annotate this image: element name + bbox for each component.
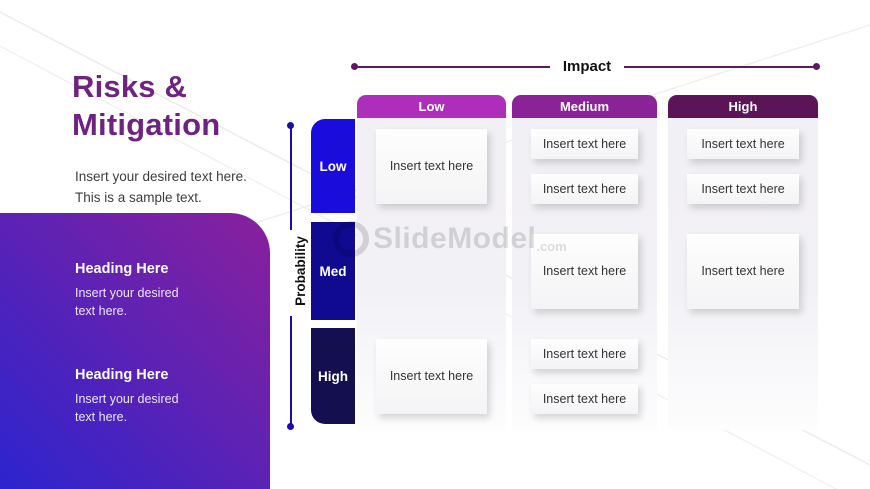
page-title-line1: Risks & bbox=[72, 69, 188, 104]
impact-axis-label: Impact bbox=[562, 58, 612, 75]
impact-axis-line-right bbox=[624, 66, 817, 68]
cell-placeholder-box[interactable]: Insert text here bbox=[376, 338, 487, 414]
cell-placeholder-box[interactable]: Insert text here bbox=[531, 233, 638, 309]
card-block-2[interactable]: Heading Here Insert your desired text he… bbox=[75, 367, 235, 426]
probability-row-label-high: High bbox=[311, 328, 355, 424]
card-block-1[interactable]: Heading Here Insert your desired text he… bbox=[75, 261, 235, 320]
impact-axis-dot-left bbox=[351, 63, 358, 70]
impact-column-header-high: High bbox=[668, 95, 818, 118]
page-title: Risks & Mitigation bbox=[72, 68, 220, 144]
impact-column-header-low: Low bbox=[357, 95, 506, 118]
impact-axis-dot-right bbox=[813, 63, 820, 70]
cell-placeholder-box[interactable]: Insert text here bbox=[531, 128, 638, 159]
probability-row-label-med: Med bbox=[311, 222, 355, 320]
probability-axis-line-bottom bbox=[290, 316, 292, 427]
cell-placeholder-box[interactable]: Insert text here bbox=[687, 233, 799, 309]
card-body-line2: text here. bbox=[75, 410, 128, 424]
subtitle-line1: Insert your desired text here. bbox=[75, 169, 247, 184]
page-title-line2: Mitigation bbox=[72, 107, 221, 142]
card-body-text[interactable]: Insert your desired text here. bbox=[75, 390, 235, 426]
probability-axis-label: Probability bbox=[293, 236, 308, 306]
cell-placeholder-box[interactable]: Insert text here bbox=[531, 338, 638, 369]
card-heading[interactable]: Heading Here bbox=[75, 261, 169, 277]
impact-axis-line-left bbox=[355, 66, 550, 68]
subtitle-line2: This is a sample text. bbox=[75, 190, 202, 205]
cell-placeholder-box[interactable]: Insert text here bbox=[376, 128, 487, 204]
cell-placeholder-box[interactable]: Insert text here bbox=[687, 173, 799, 204]
card-body-line1: Insert your desired bbox=[75, 286, 179, 300]
cell-placeholder-box[interactable]: Insert text here bbox=[531, 383, 638, 414]
probability-axis-dot-bottom bbox=[287, 423, 294, 430]
card-body-line2: text here. bbox=[75, 304, 128, 318]
card-body-text[interactable]: Insert your desired text here. bbox=[75, 284, 235, 320]
subtitle-placeholder[interactable]: Insert your desired text here. This is a… bbox=[75, 166, 247, 208]
card-body-line1: Insert your desired bbox=[75, 392, 179, 406]
gradient-card: Heading Here Insert your desired text he… bbox=[0, 213, 270, 489]
probability-row-label-low: Low bbox=[311, 119, 355, 213]
probability-axis-dot-top bbox=[287, 122, 294, 129]
impact-column-header-medium: Medium bbox=[512, 95, 657, 118]
cell-placeholder-box[interactable]: Insert text here bbox=[531, 173, 638, 204]
card-heading[interactable]: Heading Here bbox=[75, 367, 169, 383]
probability-axis-line-top bbox=[290, 126, 292, 230]
cell-placeholder-box[interactable]: Insert text here bbox=[687, 128, 799, 159]
